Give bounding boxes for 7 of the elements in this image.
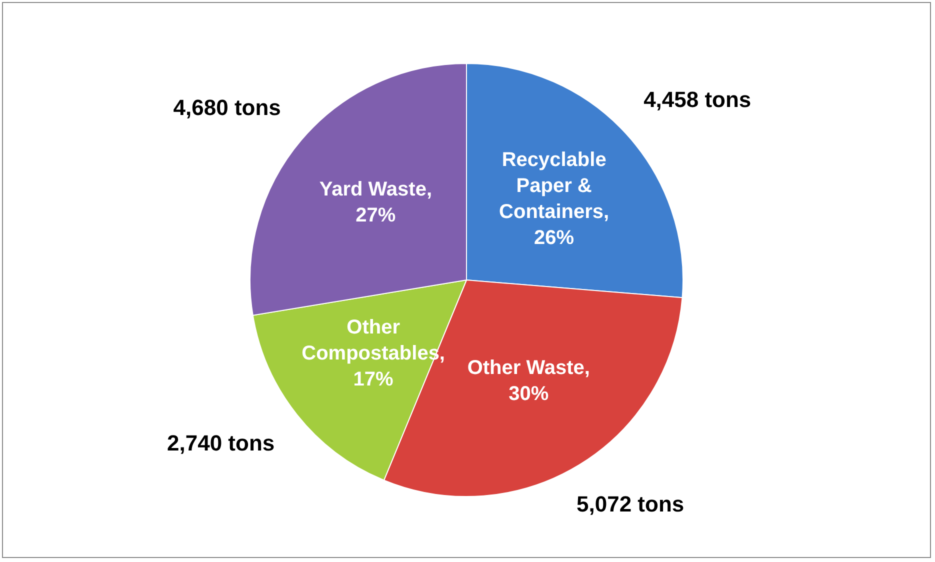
data-label: 4,458 tons — [644, 87, 752, 112]
slice-label: Yard Waste, 27% — [319, 178, 432, 226]
data-label: 4,680 tons — [173, 95, 281, 120]
data-label: 2,740 tons — [167, 430, 275, 456]
slice-label: Recyclable Paper & Containers, 26% — [499, 148, 610, 249]
data-label: 5,072 tons — [576, 491, 684, 516]
slice-label: Other Waste, 30% — [467, 357, 590, 406]
